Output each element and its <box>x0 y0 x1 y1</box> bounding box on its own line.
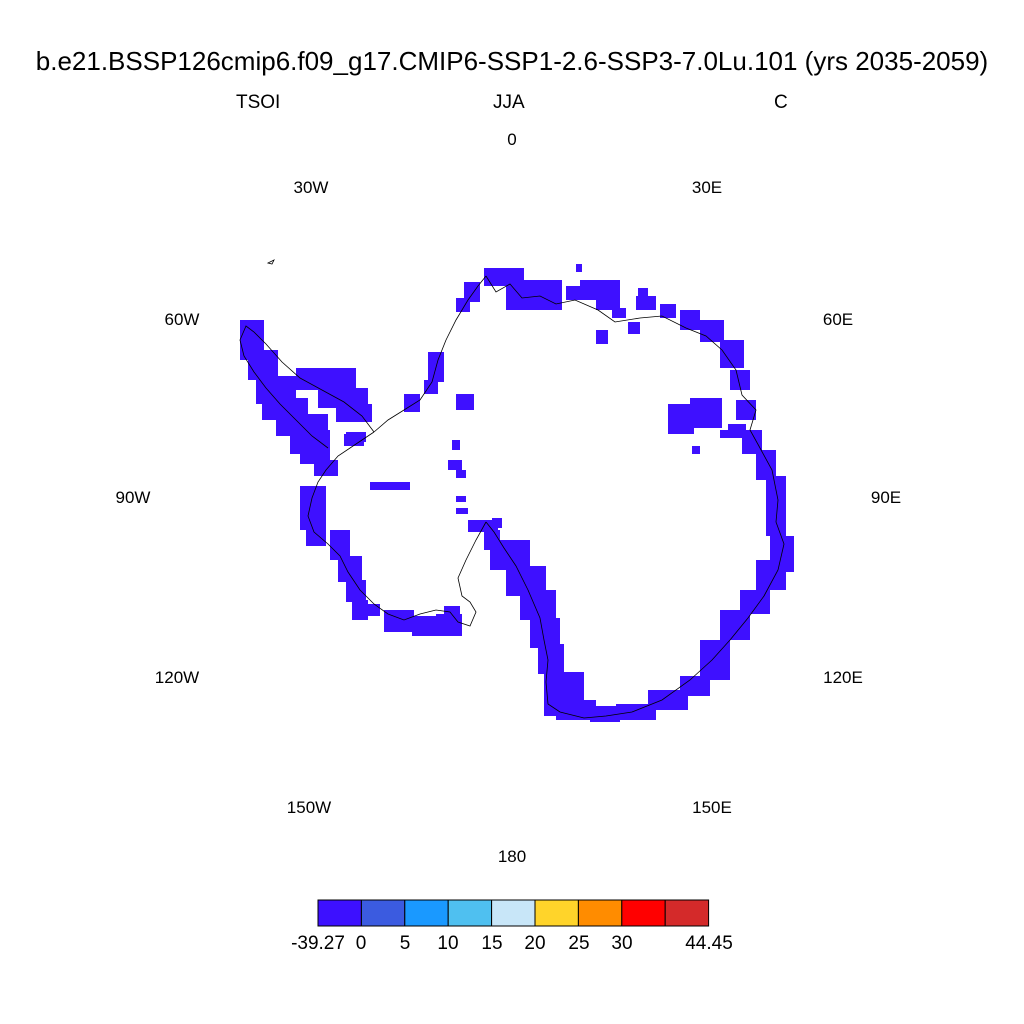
tsoi-cell <box>300 446 330 464</box>
colorbar-box <box>404 899 449 927</box>
tsoi-cell <box>456 496 466 502</box>
tsoi-cell <box>448 460 462 470</box>
tsoi-fill-cells <box>240 264 794 722</box>
tsoi-cell <box>566 286 580 300</box>
lon-label-120w: 120W <box>154 668 200 687</box>
tsoi-cell <box>318 388 368 408</box>
plot-title: b.e21.BSSP126cmip6.f09_g17.CMIP6-SSP1-2.… <box>35 46 989 76</box>
tsoi-cell <box>352 600 368 620</box>
season-label: JJA <box>493 92 525 113</box>
tsoi-cell <box>300 486 326 530</box>
colorbar-tick-label: 0 <box>355 933 367 954</box>
tsoi-cell <box>456 298 470 312</box>
tsoi-cell <box>306 528 326 546</box>
tsoi-cell <box>668 404 694 434</box>
tsoi-cell <box>596 292 620 310</box>
lon-label-120e: 120E <box>823 668 863 687</box>
colorbar-box <box>621 899 666 927</box>
variable-label: TSOI <box>236 92 281 113</box>
tsoi-cell <box>576 264 582 272</box>
tsoi-cell <box>412 616 436 636</box>
lon-label-30w: 30W <box>293 178 329 197</box>
tsoi-cell <box>490 540 530 570</box>
lon-label-60e: 60E <box>822 310 854 329</box>
colorbar-tick-label: 30 <box>611 933 633 954</box>
tsoi-cell <box>638 288 648 298</box>
tsoi-cell <box>728 424 746 438</box>
tsoi-cell <box>296 368 356 390</box>
tsoi-cell <box>596 330 608 344</box>
tsoi-cell <box>538 644 564 674</box>
lon-label-150w: 150W <box>286 798 332 817</box>
tsoi-cell <box>648 690 688 710</box>
tsoi-cell <box>660 304 676 318</box>
tsoi-cell <box>464 282 480 302</box>
colorbar-box <box>360 899 406 927</box>
tsoi-cell <box>616 704 656 720</box>
lon-label-0: 0 <box>507 130 517 149</box>
tsoi-cell <box>766 476 786 536</box>
tsoi-cell <box>730 370 750 390</box>
tsoi-cell <box>444 606 460 618</box>
colorbar-tick-label: 25 <box>568 933 590 954</box>
tsoi-cell <box>720 430 728 438</box>
tsoi-cell <box>628 322 640 334</box>
tsoi-cell <box>636 296 656 310</box>
colorbar-box <box>447 899 493 927</box>
tsoi-cell <box>368 604 380 616</box>
lon-label-180: 180 <box>497 847 527 866</box>
tsoi-cell <box>344 434 364 446</box>
tsoi-cell <box>680 676 710 696</box>
units-label: C <box>774 92 788 113</box>
colorbar-tick-label: -39.27 <box>291 933 345 954</box>
colorbar-box <box>317 899 362 927</box>
tsoi-cell <box>314 460 338 476</box>
colorbar-tick-label: 5 <box>399 933 411 954</box>
tsoi-cell <box>742 430 762 454</box>
colorbar-box <box>664 899 710 927</box>
tsoi-cell <box>456 394 474 410</box>
colorbar-box <box>534 899 579 927</box>
lon-label-90w: 90W <box>115 488 151 507</box>
tsoi-cell <box>330 530 350 560</box>
tsoi-cell <box>346 580 366 602</box>
lon-label-60w: 60W <box>164 310 200 329</box>
tsoi-cell <box>520 590 556 620</box>
coastline <box>239 259 785 719</box>
colorbar-tick-label: 10 <box>437 933 459 954</box>
tsoi-cell <box>556 700 596 720</box>
colorbar-tick-label: 20 <box>524 933 546 954</box>
tsoi-cell <box>590 706 620 722</box>
colorbar-tick-label: 15 <box>481 933 503 954</box>
tsoi-cell <box>424 380 438 394</box>
tsoi-cell <box>680 310 700 330</box>
tsoi-cell <box>506 280 562 310</box>
tsoi-cell <box>468 520 498 532</box>
tsoi-cell <box>456 508 468 514</box>
tsoi-cell <box>452 440 460 450</box>
tsoi-cell <box>248 350 278 380</box>
tsoi-cell <box>756 450 776 480</box>
tsoi-cell <box>690 398 722 428</box>
colorbar-box <box>577 899 623 927</box>
colorbar-box <box>491 899 536 927</box>
tsoi-cell <box>720 340 744 368</box>
lon-label-150e: 150E <box>692 798 732 817</box>
tsoi-cell <box>720 610 750 640</box>
lon-label-30e: 30E <box>691 178 723 197</box>
lon-label-90e: 90E <box>870 488 902 507</box>
tsoi-cell <box>700 640 730 680</box>
colorbar-tick-label: 44.45 <box>685 933 733 954</box>
tsoi-cell <box>370 482 410 490</box>
tsoi-cell <box>612 308 626 318</box>
tsoi-cell <box>456 470 466 478</box>
tsoi-cell <box>492 518 502 528</box>
tsoi-cell <box>692 446 700 454</box>
